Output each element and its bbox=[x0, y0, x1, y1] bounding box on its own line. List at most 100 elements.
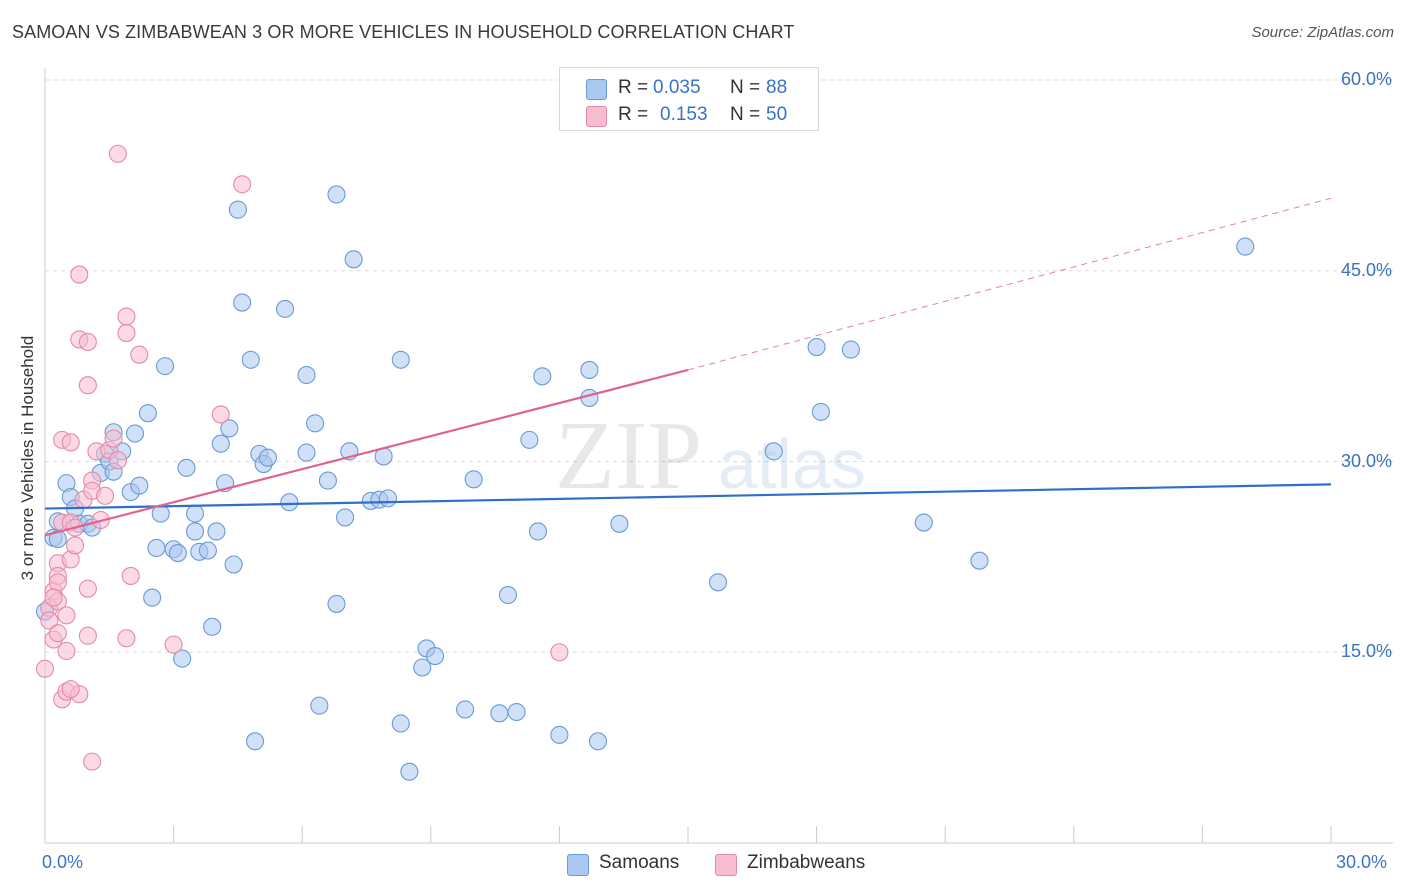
watermark-zip: ZIP bbox=[555, 402, 702, 510]
bottom-legend-swatch-zimbabweans bbox=[715, 854, 737, 876]
zimbabweans-point-41 bbox=[121, 566, 140, 586]
samoans-point-25 bbox=[177, 458, 196, 477]
samoans-point-21 bbox=[155, 357, 175, 376]
zimbabweans-point-24 bbox=[78, 332, 97, 352]
zimbabweans-point-26 bbox=[78, 579, 97, 598]
samoans-point-15 bbox=[125, 424, 145, 443]
series-zimbabweans bbox=[35, 144, 569, 771]
samoans-point-70 bbox=[520, 430, 539, 449]
samoans-point-68 bbox=[498, 585, 518, 605]
samoans-point-39 bbox=[245, 732, 265, 751]
y-tick-label-1: 30.0% bbox=[1340, 450, 1392, 471]
zimbabweans-point-42 bbox=[130, 345, 149, 364]
samoans-point-79 bbox=[764, 442, 783, 461]
y-axis-label: 3 or more Vehicles in Household bbox=[18, 335, 37, 581]
correlation-legend: R = 0.035 N = 88 R = 0.153 N = 50 bbox=[559, 67, 819, 131]
legend-n-label: N = bbox=[730, 77, 761, 98]
legend-n-value: 88 bbox=[766, 77, 788, 98]
samoans-point-36 bbox=[228, 200, 247, 219]
zimbabweans-point-21 bbox=[70, 265, 89, 284]
samoans-point-18 bbox=[143, 588, 162, 607]
zimbabweans-point-47 bbox=[48, 624, 67, 643]
watermark: ZIP atlas bbox=[555, 402, 866, 510]
legend-row-samoans: R = 0.035 N = 88 bbox=[560, 74, 818, 102]
zimbabweans-point-2 bbox=[40, 611, 59, 630]
samoans-point-80 bbox=[807, 337, 826, 357]
samoans-point-62 bbox=[413, 658, 432, 677]
zimbabweans-point-43 bbox=[164, 635, 183, 654]
bottom-legend-swatch-samoans bbox=[567, 854, 589, 876]
samoans-point-35 bbox=[224, 555, 243, 574]
samoans-point-26 bbox=[185, 504, 205, 523]
samoans-point-59 bbox=[391, 350, 410, 369]
legend-n-value: 50 bbox=[766, 104, 788, 125]
zimbabweans-point-37 bbox=[108, 144, 127, 163]
samoans-point-24 bbox=[173, 649, 192, 668]
zimbabweans-point-49 bbox=[61, 680, 80, 699]
x-tick-label-max: 30.0% bbox=[1336, 852, 1388, 872]
samoans-point-31 bbox=[207, 522, 226, 541]
samoans-point-29 bbox=[198, 541, 217, 560]
samoans-point-34 bbox=[220, 419, 239, 438]
zimbabweans-point-30 bbox=[83, 752, 102, 771]
zimbabweans-point-39 bbox=[117, 324, 136, 343]
legend-swatch-zimbabweans bbox=[586, 106, 607, 127]
samoans-point-69 bbox=[507, 702, 526, 722]
samoans-point-77 bbox=[610, 514, 629, 533]
bottom-legend-label-zimbabweans: Zimbabweans bbox=[747, 852, 866, 873]
samoans-point-19 bbox=[147, 538, 166, 558]
samoans-point-23 bbox=[168, 544, 187, 563]
samoans-point-17 bbox=[138, 404, 157, 423]
legend-row-zimbabweans: R = 0.153 N = 50 bbox=[560, 101, 818, 129]
samoans-point-66 bbox=[464, 470, 483, 489]
zimbabweans-point-27 bbox=[78, 626, 97, 645]
legend-r-value: 0.153 bbox=[660, 104, 708, 125]
x-tick-label-min: 0.0% bbox=[42, 852, 84, 872]
samoans-point-49 bbox=[318, 471, 337, 490]
zimbabweans-point-46 bbox=[550, 643, 569, 662]
samoans-point-16 bbox=[130, 476, 149, 495]
samoans-point-43 bbox=[276, 299, 295, 318]
samoans-point-51 bbox=[327, 185, 346, 204]
samoans-point-76 bbox=[588, 732, 608, 751]
zimbabweans-point-0 bbox=[35, 659, 55, 678]
source-label: Source: ZipAtlas.com bbox=[1251, 24, 1394, 41]
samoans-point-71 bbox=[528, 522, 548, 541]
samoans-point-47 bbox=[306, 414, 325, 433]
watermark-atlas: atlas bbox=[718, 425, 866, 503]
samoans-point-52 bbox=[336, 508, 355, 527]
trend-line-samoans bbox=[44, 483, 1332, 510]
samoans-point-46 bbox=[297, 365, 316, 385]
samoans-point-48 bbox=[310, 696, 329, 715]
samoans-point-82 bbox=[841, 340, 860, 359]
samoans-point-73 bbox=[550, 725, 569, 744]
samoans-point-67 bbox=[490, 704, 509, 723]
samoans-point-38 bbox=[241, 350, 260, 369]
zimbabweans-point-40 bbox=[117, 629, 136, 648]
y-tick-label-3: 60.0% bbox=[1340, 69, 1392, 89]
zimbabweans-point-38 bbox=[117, 307, 136, 326]
legend-r-value: 0.035 bbox=[653, 77, 701, 98]
samoans-point-83 bbox=[914, 513, 933, 532]
zimbabweans-point-36 bbox=[108, 451, 127, 470]
samoans-point-72 bbox=[533, 367, 552, 386]
samoans-point-61 bbox=[400, 762, 419, 781]
samoans-point-45 bbox=[297, 443, 316, 462]
samoans-point-37 bbox=[233, 293, 252, 312]
samoans-point-64 bbox=[426, 647, 445, 666]
samoans-point-42 bbox=[258, 448, 277, 467]
samoans-point-78 bbox=[708, 573, 728, 592]
samoans-point-81 bbox=[811, 402, 830, 421]
legend-r-label: R = bbox=[618, 104, 649, 125]
legend-n-label: N = bbox=[730, 104, 761, 125]
y-tick-label-0: 15.0% bbox=[1340, 641, 1392, 662]
samoans-point-87 bbox=[48, 530, 67, 549]
samoans-point-85 bbox=[1236, 237, 1255, 256]
zimbabweans-point-13 bbox=[57, 641, 76, 661]
zimbabweans-point-35 bbox=[104, 429, 123, 448]
zimbabweans-point-48 bbox=[44, 588, 63, 607]
trend-line-zimbabweans-extension bbox=[687, 197, 1332, 371]
trend-line-zimbabweans bbox=[44, 368, 689, 537]
bottom-legend-label-samoans: Samoans bbox=[599, 852, 680, 873]
zimbabweans-point-14 bbox=[57, 606, 76, 625]
